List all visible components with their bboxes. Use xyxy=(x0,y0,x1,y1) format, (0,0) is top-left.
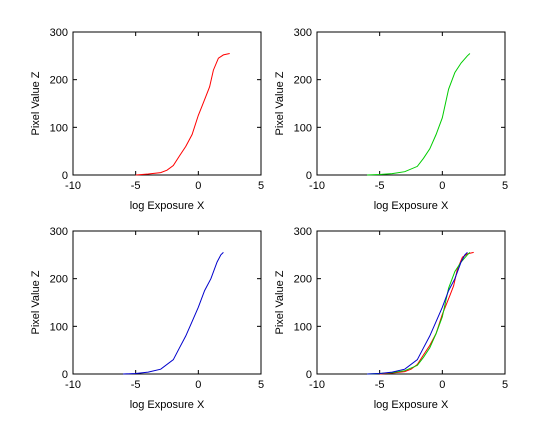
plot-frame xyxy=(316,230,506,375)
y-tick-label: 200 xyxy=(50,75,68,87)
x-tick-label: 5 xyxy=(502,379,508,391)
y-tick-label: 300 xyxy=(50,27,68,39)
y-tick-label: 200 xyxy=(294,274,312,286)
x-tick-label: -10 xyxy=(65,379,81,391)
x-tick-label: 0 xyxy=(195,180,201,192)
y-tick-label: 100 xyxy=(50,122,68,134)
y-axis-label: Pixel Value Z xyxy=(274,71,286,135)
x-axis-label: log Exposure X xyxy=(130,200,205,212)
x-tick-label: -10 xyxy=(309,379,325,391)
plot-frame xyxy=(72,31,262,176)
y-tick-label: 0 xyxy=(306,369,312,381)
x-tick-label: 0 xyxy=(439,379,445,391)
x-axis-label: log Exposure X xyxy=(130,399,205,411)
x-axis-label: log Exposure X xyxy=(374,399,449,411)
plot-frame xyxy=(316,31,506,176)
series-line-3 xyxy=(367,252,468,375)
y-tick-label: 300 xyxy=(294,27,312,39)
y-tick-label: 200 xyxy=(294,75,312,87)
x-tick-label: -10 xyxy=(65,180,81,192)
x-tick-label: -5 xyxy=(375,180,385,192)
x-tick-label: -5 xyxy=(375,379,385,391)
x-axis-label: log Exposure X xyxy=(374,200,449,212)
y-tick-label: 200 xyxy=(50,274,68,286)
series-line-1 xyxy=(135,53,230,176)
x-tick-label: 0 xyxy=(439,180,445,192)
plot-frame xyxy=(72,230,262,375)
series-line-1 xyxy=(123,252,224,375)
x-tick-label: 5 xyxy=(258,180,264,192)
y-tick-label: 300 xyxy=(294,226,312,238)
y-tick-label: 100 xyxy=(294,122,312,134)
y-axis-label: Pixel Value Z xyxy=(30,71,42,135)
x-tick-label: -10 xyxy=(309,180,325,192)
y-axis-label: Pixel Value Z xyxy=(30,270,42,334)
y-tick-label: 0 xyxy=(306,170,312,182)
y-axis-label: Pixel Value Z xyxy=(274,270,286,334)
series-line-1 xyxy=(367,53,471,176)
x-tick-label: 5 xyxy=(502,180,508,192)
y-tick-label: 0 xyxy=(62,170,68,182)
x-tick-label: 5 xyxy=(258,379,264,391)
x-tick-label: -5 xyxy=(131,379,141,391)
y-tick-label: 100 xyxy=(294,321,312,333)
y-tick-label: 300 xyxy=(50,226,68,238)
y-tick-label: 0 xyxy=(62,369,68,381)
x-tick-label: -5 xyxy=(131,180,141,192)
y-tick-label: 100 xyxy=(50,321,68,333)
x-tick-label: 0 xyxy=(195,379,201,391)
